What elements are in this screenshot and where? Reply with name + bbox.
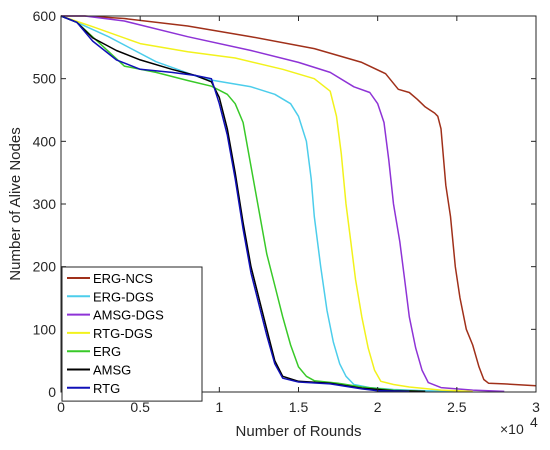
x-axis-ticks: 0 0.5 1 1.5 2 2.5 3 xyxy=(57,16,540,415)
x-tick-label: 0 xyxy=(57,399,65,415)
x-tick-label: 2.5 xyxy=(447,399,467,415)
x-tick-label: 0.5 xyxy=(130,399,150,415)
legend-box xyxy=(61,266,203,402)
series-line-erg-ncs xyxy=(61,15,537,387)
y-tick-label: 600 xyxy=(33,8,57,24)
x-tick-label: 1.5 xyxy=(289,399,309,415)
y-tick-label: 200 xyxy=(33,259,57,275)
plot-lines xyxy=(60,15,537,393)
legend: ERG-NCS ERG-DGS AMSG-DGS RTG-DGS ERG AMSG RTG xyxy=(61,266,203,402)
legend-label-amsg: AMSG xyxy=(93,363,131,378)
y-tick-label: 400 xyxy=(33,133,57,149)
x-axis-exponent-base: ×10 xyxy=(500,421,524,437)
x-tick-label: 3 xyxy=(532,399,540,415)
series-line-rtg-dgs xyxy=(60,15,473,393)
legend-label-rtg-dgs: RTG-DGS xyxy=(93,326,153,341)
y-axis-ticks: 0 100 200 300 400 500 600 xyxy=(33,8,536,400)
legend-label-erg-ncs: ERG-NCS xyxy=(93,271,153,286)
x-tick-label: 1 xyxy=(215,399,223,415)
legend-label-erg: ERG xyxy=(93,344,121,359)
legend-label-erg-dgs: ERG-DGS xyxy=(93,289,154,304)
x-axis-exponent-power: 4 xyxy=(530,414,538,430)
series-line-erg-dgs xyxy=(60,15,457,393)
series-line-amsg-dgs xyxy=(61,15,505,393)
x-tick-label: 2 xyxy=(374,399,382,415)
y-tick-label: 0 xyxy=(48,384,56,400)
legend-label-rtg: RTG xyxy=(93,381,120,396)
x-axis-label: Number of Rounds xyxy=(236,423,362,440)
y-tick-label: 500 xyxy=(33,71,57,87)
y-axis-label: Number of Alive Nodes xyxy=(7,127,24,280)
series-line-rtg xyxy=(60,15,410,393)
y-tick-label: 300 xyxy=(33,196,57,212)
x-axis-exponent: ×10 4 xyxy=(500,414,538,437)
legend-label-amsg-dgs: AMSG-DGS xyxy=(93,308,164,323)
y-tick-label: 100 xyxy=(33,321,57,337)
